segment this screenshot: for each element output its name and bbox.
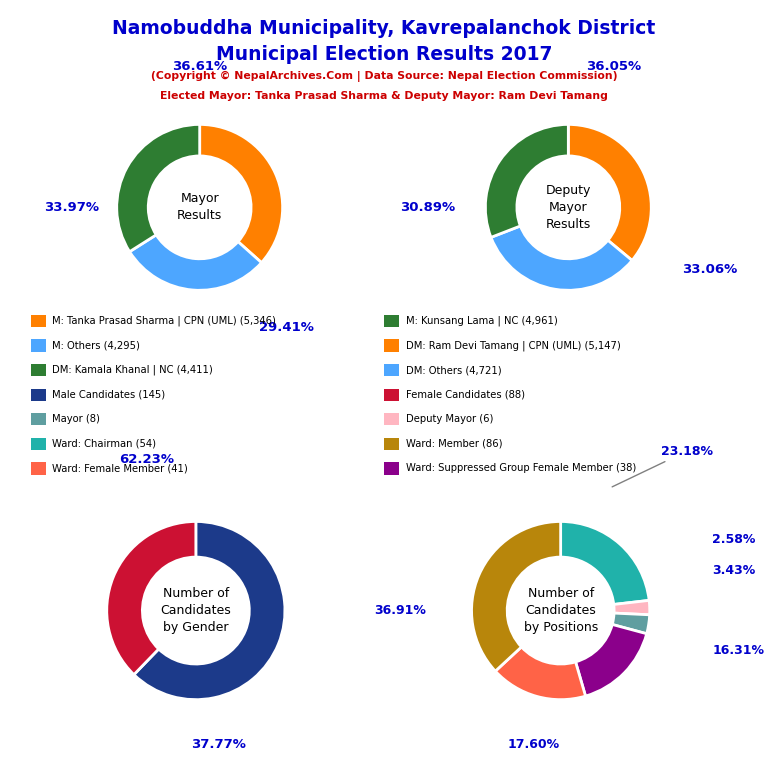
Text: 36.91%: 36.91% xyxy=(374,604,426,617)
Text: DM: Kamala Khanal | NC (4,411): DM: Kamala Khanal | NC (4,411) xyxy=(52,365,213,376)
Text: Ward: Chairman (54): Ward: Chairman (54) xyxy=(52,439,156,449)
Text: Mayor
Results: Mayor Results xyxy=(177,192,222,223)
Wedge shape xyxy=(130,235,261,290)
Wedge shape xyxy=(612,613,650,634)
Text: Male Candidates (145): Male Candidates (145) xyxy=(52,389,165,400)
Wedge shape xyxy=(200,124,283,263)
Text: 30.89%: 30.89% xyxy=(400,201,455,214)
Text: DM: Others (4,721): DM: Others (4,721) xyxy=(406,365,502,376)
Text: Elected Mayor: Tanka Prasad Sharma & Deputy Mayor: Ram Devi Tamang: Elected Mayor: Tanka Prasad Sharma & Dep… xyxy=(160,91,608,101)
Wedge shape xyxy=(614,601,650,615)
Text: Number of
Candidates
by Gender: Number of Candidates by Gender xyxy=(161,587,231,634)
Text: Deputy
Mayor
Results: Deputy Mayor Results xyxy=(545,184,591,231)
Text: Municipal Election Results 2017: Municipal Election Results 2017 xyxy=(216,45,552,64)
Text: Ward: Suppressed Group Female Member (38): Ward: Suppressed Group Female Member (38… xyxy=(406,463,636,474)
Text: Mayor (8): Mayor (8) xyxy=(52,414,100,425)
Text: 33.97%: 33.97% xyxy=(44,201,98,214)
Text: DM: Ram Devi Tamang | CPN (UML) (5,147): DM: Ram Devi Tamang | CPN (UML) (5,147) xyxy=(406,340,621,351)
Text: 36.61%: 36.61% xyxy=(172,60,227,73)
Text: 29.41%: 29.41% xyxy=(260,321,314,334)
Text: M: Others (4,295): M: Others (4,295) xyxy=(52,340,140,351)
Wedge shape xyxy=(472,521,561,671)
Wedge shape xyxy=(117,124,200,252)
Text: 3.43%: 3.43% xyxy=(712,564,756,577)
Text: Ward: Member (86): Ward: Member (86) xyxy=(406,439,502,449)
Text: 16.31%: 16.31% xyxy=(712,644,764,657)
Text: (Copyright © NepalArchives.Com | Data Source: Nepal Election Commission): (Copyright © NepalArchives.Com | Data So… xyxy=(151,71,617,81)
Text: 62.23%: 62.23% xyxy=(119,452,174,465)
Text: M: Tanka Prasad Sharma | CPN (UML) (5,346): M: Tanka Prasad Sharma | CPN (UML) (5,34… xyxy=(52,316,276,326)
Text: 23.18%: 23.18% xyxy=(612,445,713,487)
Text: Namobuddha Municipality, Kavrepalanchok District: Namobuddha Municipality, Kavrepalanchok … xyxy=(112,19,656,38)
Wedge shape xyxy=(134,521,285,700)
Text: Female Candidates (88): Female Candidates (88) xyxy=(406,389,525,400)
Wedge shape xyxy=(485,124,568,237)
Text: 2.58%: 2.58% xyxy=(712,533,756,546)
Text: 37.77%: 37.77% xyxy=(190,738,246,750)
Text: Ward: Female Member (41): Ward: Female Member (41) xyxy=(52,463,188,474)
Text: 36.05%: 36.05% xyxy=(587,60,641,73)
Wedge shape xyxy=(491,226,632,290)
Text: Deputy Mayor (6): Deputy Mayor (6) xyxy=(406,414,493,425)
Text: 17.60%: 17.60% xyxy=(508,738,560,750)
Wedge shape xyxy=(561,521,649,604)
Text: M: Kunsang Lama | NC (4,961): M: Kunsang Lama | NC (4,961) xyxy=(406,316,558,326)
Wedge shape xyxy=(107,521,196,674)
Text: Number of
Candidates
by Positions: Number of Candidates by Positions xyxy=(524,587,598,634)
Text: 33.06%: 33.06% xyxy=(682,263,737,276)
Wedge shape xyxy=(568,124,651,260)
Wedge shape xyxy=(495,647,585,700)
Wedge shape xyxy=(575,624,647,696)
